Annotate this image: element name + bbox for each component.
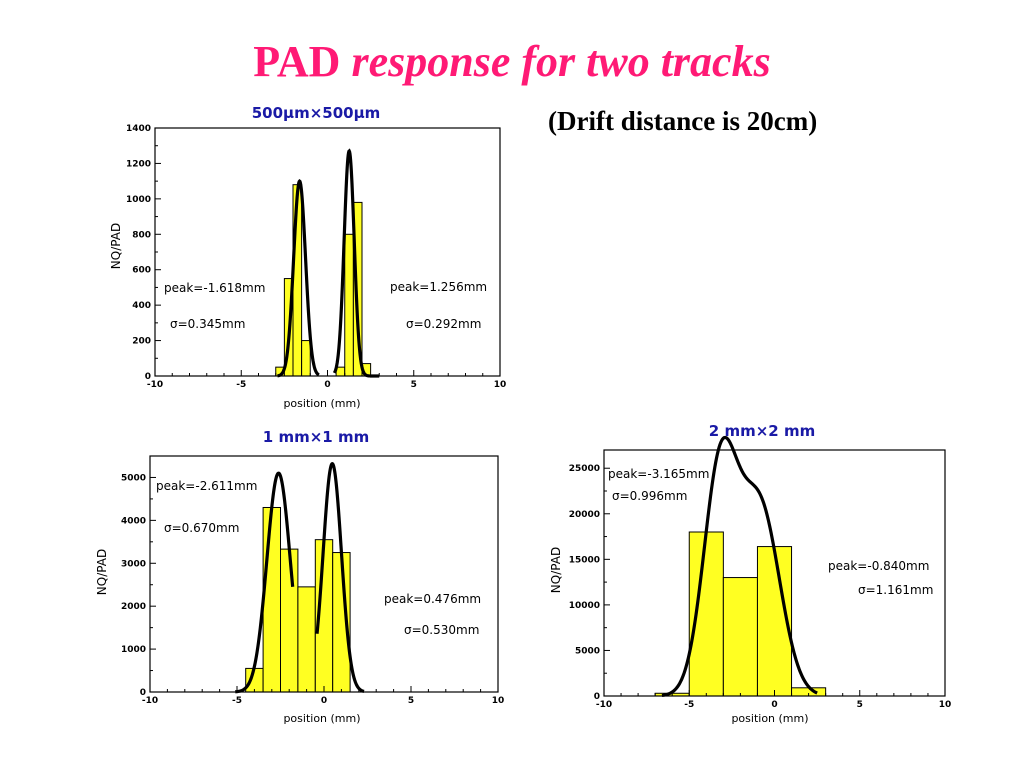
y-tick-label: 1200 [126,159,151,169]
chart-title: 1 mm×1 mm [263,428,369,446]
chart-1mm: 1 mm×1 mm -10 -5 0 5 10 0 1000 2000 3000 4000 5000… [95,428,505,725]
slide-title-plain: PAD [253,37,341,86]
x-tick-label: 5 [408,696,414,706]
fit-curve-1 [277,178,320,378]
x-tick-label: 10 [939,700,952,710]
plot-area: -10 -5 0 5 10 0 200 400 600 800 1000 1200 1400 [126,124,506,390]
y-tick-label: 5000 [121,473,146,483]
y-tick-label: 4000 [121,516,146,526]
annotation-peak-right: peak=1.256mm [390,280,487,294]
histogram-bar [301,340,311,377]
x-tick-label: -5 [684,700,694,710]
y-tick-label: 0 [594,692,600,702]
histogram-bar [280,548,299,693]
y-tick-label: 2000 [121,602,146,612]
y-tick-label: 200 [132,337,151,347]
x-tick-label: 5 [857,700,863,710]
y-axis-label: NQ/PAD [95,549,109,595]
histogram-bar [722,577,758,697]
x-tick-label: 5 [411,380,417,390]
histogram-bar [688,531,724,697]
chart-2mm: 2 mm×2 mm -10 -5 0 5 10 0 5000 10000 15000 20000 2… [549,422,952,725]
fit-curve-combined [661,435,818,697]
annotation-peak-left: peak=-2.611mm [156,479,257,493]
plot-frame [154,127,501,377]
annotation-sigma-right: σ=0.292mm [406,317,481,331]
annotation-peak-left: peak=-1.618mm [164,281,265,295]
y-tick-label: 3000 [121,559,146,569]
y-tick-label: 10000 [569,601,600,611]
x-tick-label: -5 [236,380,246,390]
annotation-sigma-right: σ=1.161mm [858,583,933,597]
fit-curve-1 [235,471,295,694]
x-tick-label: 0 [321,696,327,706]
fit-curve-2 [315,461,365,693]
annotation-sigma-left: σ=0.345mm [170,317,245,331]
x-tick-label: -10 [596,700,612,710]
annotation-peak-right: peak=0.476mm [384,592,481,606]
x-tick-label: 10 [492,696,505,706]
x-tick-label: 10 [494,380,507,390]
annotation-peak-right: peak=-0.840mm [828,559,929,573]
histogram-bar [344,233,354,377]
slide-title: PAD response for two tracks [0,36,1024,87]
y-tick-label: 15000 [569,555,600,565]
x-tick-label: -10 [147,380,163,390]
y-axis-label: NQ/PAD [549,547,563,593]
histogram-bar [262,506,282,693]
chart-title: 500μm×500μm [252,104,381,122]
slide-subtitle: (Drift distance is 20cm) [548,106,818,136]
annotation-sigma-left: σ=0.670mm [164,521,239,535]
y-tick-label: 25000 [569,464,600,474]
x-axis-label: position (mm) [283,397,360,410]
plot-area: -10 -5 0 5 10 0 1000 2000 3000 4000 5000 [121,455,505,706]
chart-title: 2 mm×2 mm [709,422,815,440]
y-tick-label: 0 [145,372,151,382]
x-tick-label: 0 [771,700,777,710]
x-axis-label: position (mm) [283,712,360,725]
annotation-peak-left: peak=-3.165mm [608,467,709,481]
y-tick-label: 5000 [575,646,600,656]
y-tick-label: 1000 [121,645,146,655]
x-tick-label: -10 [142,696,158,706]
x-axis-label: position (mm) [731,712,808,725]
annotation-sigma-left: σ=0.996mm [612,489,687,503]
y-tick-label: 600 [132,266,151,276]
annotation-sigma-right: σ=0.530mm [404,623,479,637]
x-tick-label: 0 [324,380,330,390]
slide-title-italic: response for two tracks [351,37,771,86]
y-tick-label: 1000 [126,195,151,205]
y-tick-label: 0 [140,688,146,698]
chart-500um: 500μm×500μm -10 -5 0 5 10 0 200 400 600 800 1000 12… [109,104,506,410]
y-tick-label: 20000 [569,510,600,520]
y-tick-label: 1400 [126,124,151,134]
y-tick-label: 800 [132,230,151,240]
y-axis-label: NQ/PAD [109,223,123,269]
histogram-bar [297,586,316,693]
x-tick-label: -5 [232,696,242,706]
plot-area: -10 -5 0 5 10 0 5000 10000 15000 20000 25000 [569,435,952,710]
y-tick-label: 400 [132,301,151,311]
